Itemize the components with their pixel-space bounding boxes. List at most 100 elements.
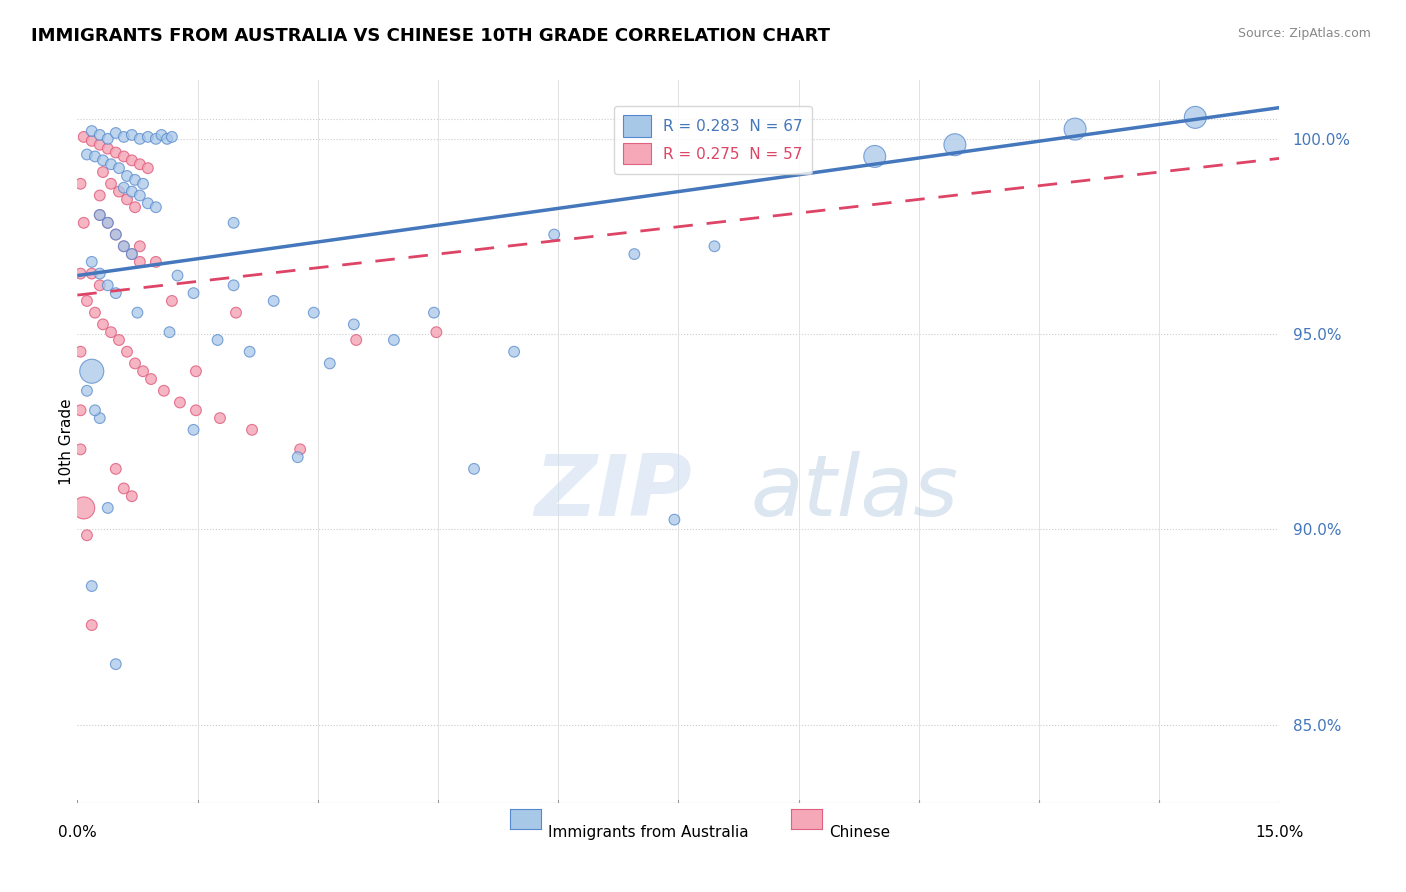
Point xyxy=(222,216,245,230)
Point xyxy=(128,239,150,253)
Point xyxy=(145,200,167,214)
Point xyxy=(100,177,122,191)
Point xyxy=(104,227,127,242)
Point xyxy=(76,384,98,398)
Y-axis label: 10th Grade: 10th Grade xyxy=(59,398,73,485)
Point xyxy=(425,325,447,339)
Point xyxy=(128,157,150,171)
Point xyxy=(503,344,526,359)
Point xyxy=(91,165,114,179)
Point xyxy=(80,618,103,632)
Point xyxy=(863,149,886,163)
Point xyxy=(104,227,127,242)
Point xyxy=(104,462,127,476)
Text: 15.0%: 15.0% xyxy=(1256,825,1303,840)
Point xyxy=(1184,111,1206,125)
Point xyxy=(183,423,205,437)
Point xyxy=(112,239,135,253)
Point xyxy=(159,325,181,339)
Point xyxy=(97,142,120,156)
Point xyxy=(344,333,367,347)
Point xyxy=(84,306,107,320)
Text: Source: ZipAtlas.com: Source: ZipAtlas.com xyxy=(1237,27,1371,40)
Point xyxy=(207,333,229,347)
Point xyxy=(80,124,103,138)
Point xyxy=(139,372,162,386)
Point xyxy=(121,128,143,142)
Point xyxy=(76,147,98,161)
Point xyxy=(160,293,183,308)
Point xyxy=(104,657,127,672)
Point xyxy=(156,132,179,146)
Point xyxy=(287,450,309,465)
Point xyxy=(69,177,91,191)
Point xyxy=(69,403,91,417)
Point xyxy=(115,344,138,359)
Point xyxy=(84,149,107,163)
Point xyxy=(121,247,143,261)
Point xyxy=(543,227,565,242)
Point xyxy=(463,462,485,476)
Point xyxy=(112,129,135,144)
Point xyxy=(69,267,91,281)
Text: ZIP: ZIP xyxy=(534,450,692,533)
Point xyxy=(288,442,311,457)
Point xyxy=(343,318,366,332)
Point xyxy=(225,306,247,320)
Point xyxy=(132,177,155,191)
Point xyxy=(184,403,207,417)
Point xyxy=(128,188,150,202)
Point xyxy=(97,216,120,230)
Point xyxy=(104,286,127,301)
Point xyxy=(89,208,111,222)
Point xyxy=(150,128,173,142)
Point xyxy=(91,153,114,168)
Point xyxy=(145,255,167,269)
Point xyxy=(128,132,150,146)
Point xyxy=(943,137,966,152)
Point xyxy=(108,185,131,199)
Point xyxy=(240,423,263,437)
Point xyxy=(97,216,120,230)
Point xyxy=(89,278,111,293)
Point xyxy=(97,500,120,515)
Point xyxy=(302,306,325,320)
Text: Immigrants from Australia: Immigrants from Australia xyxy=(548,825,748,840)
Point xyxy=(160,129,183,144)
Point xyxy=(80,579,103,593)
Point xyxy=(112,180,135,194)
Point xyxy=(76,293,98,308)
Point xyxy=(69,442,91,457)
Point xyxy=(166,268,188,283)
Text: Chinese: Chinese xyxy=(830,825,890,840)
Point xyxy=(89,188,111,202)
Point xyxy=(73,216,96,230)
Point xyxy=(121,185,143,199)
Point xyxy=(73,500,96,515)
Point xyxy=(145,132,167,146)
Text: 0.0%: 0.0% xyxy=(58,825,97,840)
Point xyxy=(121,153,143,168)
Point xyxy=(136,196,159,211)
Point xyxy=(89,128,111,142)
Point xyxy=(112,239,135,253)
Point xyxy=(104,126,127,140)
Point xyxy=(100,157,122,171)
Point xyxy=(73,129,96,144)
Legend: R = 0.283  N = 67, R = 0.275  N = 57: R = 0.283 N = 67, R = 0.275 N = 57 xyxy=(614,106,811,174)
Point xyxy=(80,364,103,378)
Point xyxy=(128,255,150,269)
Point xyxy=(169,395,191,409)
Point xyxy=(76,528,98,542)
Point xyxy=(97,132,120,146)
Point xyxy=(127,306,149,320)
Text: atlas: atlas xyxy=(751,450,959,533)
Text: IMMIGRANTS FROM AUSTRALIA VS CHINESE 10TH GRADE CORRELATION CHART: IMMIGRANTS FROM AUSTRALIA VS CHINESE 10T… xyxy=(31,27,830,45)
Point xyxy=(112,149,135,163)
Point xyxy=(184,364,207,378)
Point xyxy=(263,293,285,308)
Point xyxy=(100,325,122,339)
Point xyxy=(124,173,146,187)
Point xyxy=(183,286,205,301)
Point xyxy=(136,129,159,144)
